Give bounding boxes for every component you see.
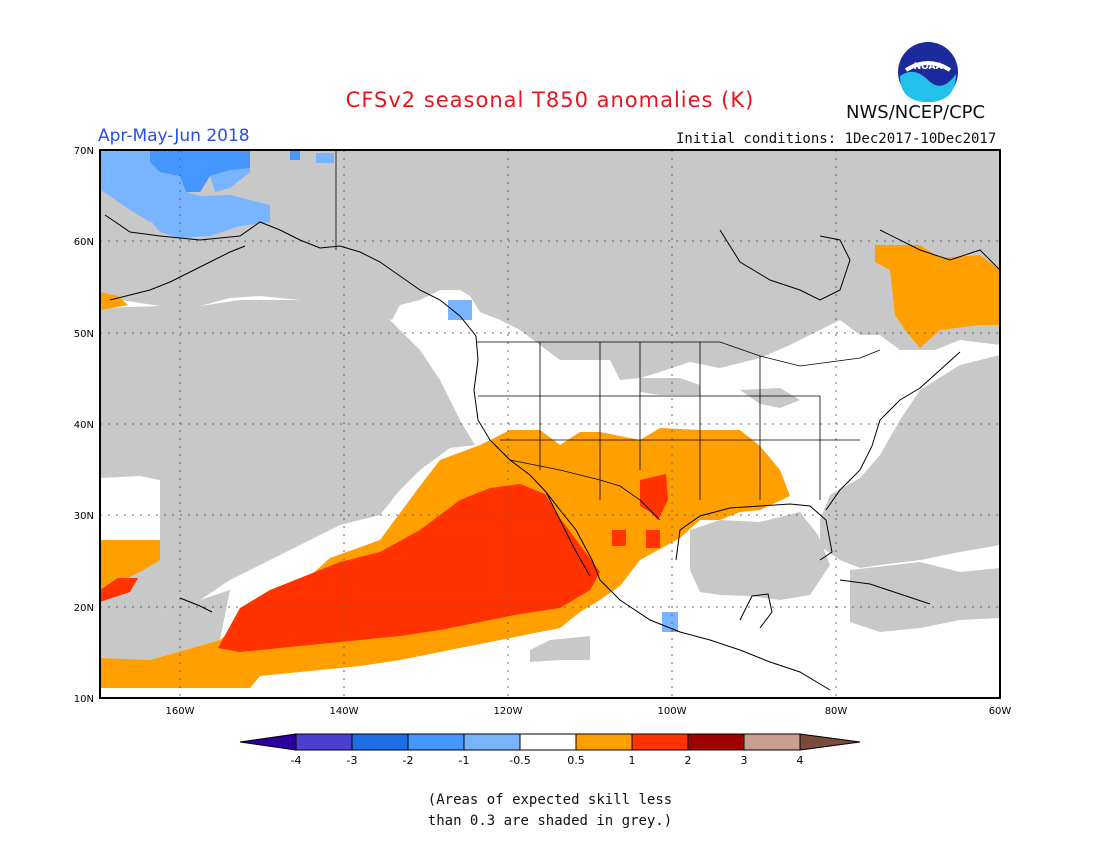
blue-patch-4 — [662, 612, 678, 632]
lat-label-70: 70N — [74, 146, 94, 157]
red-hawaii-west — [100, 578, 138, 602]
lon-label-120w: 120W — [494, 706, 523, 717]
low-skill-regions — [100, 150, 1000, 662]
red-mexico-patch-2 — [646, 530, 660, 548]
colorbar-segment-1 — [351, 733, 409, 751]
noaa-logo: NOAA — [896, 40, 960, 108]
colorbar-segment-2 — [407, 733, 465, 751]
coast-alaska — [104, 214, 477, 337]
colorbar-arrow-left — [239, 733, 297, 751]
colorbar-arrow-right — [799, 733, 861, 751]
red-mexico-patch — [612, 530, 626, 546]
colorbar-label-1: 1 — [629, 754, 636, 767]
coast-west-us — [473, 335, 601, 581]
coast-hudson-bay — [719, 229, 851, 301]
coast-baja — [545, 491, 591, 577]
grey-caribbean — [850, 562, 1000, 632]
lat-label-20: 20N — [74, 603, 94, 614]
footnote-line-2: than 0.3 are shaded in grey.) — [427, 813, 673, 829]
coast-hawaii — [179, 597, 213, 613]
coast-gulf — [675, 503, 833, 561]
orange-bering — [100, 292, 128, 310]
lon-label-160w: 160W — [166, 706, 195, 717]
red-texas — [640, 474, 668, 520]
coast-mexico — [599, 579, 831, 691]
lat-label-60: 60N — [74, 237, 94, 248]
colorbar-segment-5 — [575, 733, 633, 751]
grey-atlantic — [820, 355, 1000, 568]
lat-label-40: 40N — [74, 420, 94, 431]
coast-cuba — [839, 579, 931, 605]
map-title: CFSv2 seasonal T850 anomalies (K) — [345, 88, 755, 112]
lat-label-30: 30N — [74, 511, 94, 522]
colorbar: -4 -3 -2 -1 -0.5 0.5 1 2 3 4 — [239, 733, 861, 767]
colorbar-label-2: 2 — [685, 754, 692, 767]
skill-footnote: (Areas of expected skill less than 0.3 a… — [0, 790, 1100, 832]
anomaly-1-2-regions — [100, 474, 668, 652]
coast-east-us — [825, 351, 961, 511]
lon-label-100w: 100W — [658, 706, 687, 717]
blue-alaska-medium — [150, 190, 270, 238]
colorbar-label-0p5: 0.5 — [567, 754, 585, 767]
coast-yucatan — [739, 593, 773, 629]
map-layers — [100, 150, 1000, 698]
colorbar-segment-7 — [687, 733, 745, 751]
grey-north-america — [100, 150, 1000, 380]
colorbar-segment-0 — [295, 733, 353, 751]
map-axes: 70N 60N 50N 40N 30N 20N 10N 160W 140W 12… — [74, 146, 1012, 717]
coast-aleutians — [109, 245, 246, 301]
orange-hawaii-west — [100, 540, 160, 590]
orange-canada-east — [875, 245, 1000, 348]
blue-patch-3 — [448, 300, 472, 320]
lat-label-10: 10N — [74, 694, 94, 705]
colorbar-segment-8 — [743, 733, 801, 751]
agency-label: NWS/NCEP/CPC — [846, 102, 986, 123]
noaa-logo-icon: NOAA — [898, 42, 958, 102]
initial-conditions-label: Initial conditions: 1Dec2017-10Dec2017 — [676, 131, 997, 147]
border-us-mexico — [509, 459, 661, 521]
coastlines — [104, 214, 1000, 691]
colorbar-segment-4 — [519, 733, 577, 751]
border-us-canada — [476, 341, 881, 367]
colorbar-label-4: 4 — [797, 754, 804, 767]
colorbar-label-m0p5: -0.5 — [509, 754, 530, 767]
grey-north-pacific — [100, 262, 475, 642]
blue-alaska-dark — [150, 150, 250, 192]
political-borders — [335, 150, 881, 521]
graticule — [100, 150, 1000, 698]
noaa-logo-text: NOAA — [914, 62, 943, 72]
blue-patch-2 — [316, 153, 334, 163]
lon-label-80w: 80W — [825, 706, 848, 717]
colorbar-segment-3 — [463, 733, 521, 751]
colorbar-label-m3: -3 — [347, 754, 358, 767]
lon-label-140w: 140W — [330, 706, 359, 717]
colorbar-label-3: 3 — [741, 754, 748, 767]
footnote-line-1: (Areas of expected skill less — [427, 792, 673, 808]
grey-midwest-patch — [740, 388, 800, 408]
colorbar-label-m2: -2 — [403, 754, 414, 767]
map-frame — [99, 149, 1001, 699]
lat-label-50: 50N — [74, 329, 94, 340]
colorbar-label-m4: -4 — [291, 754, 302, 767]
colorbar-label-m1: -1 — [459, 754, 470, 767]
coast-labrador — [879, 229, 1000, 271]
grey-gulf-mexico — [690, 512, 830, 600]
red-east-pacific-plume — [218, 484, 600, 652]
lon-label-60w: 60W — [989, 706, 1012, 717]
blue-patch-1 — [290, 150, 300, 160]
season-label: Apr-May-Jun 2018 — [98, 126, 250, 146]
negative-anomaly-regions — [100, 150, 678, 632]
grey-east-pacific — [530, 636, 590, 662]
colorbar-segment-6 — [631, 733, 689, 751]
grey-texas-patch — [640, 378, 700, 395]
